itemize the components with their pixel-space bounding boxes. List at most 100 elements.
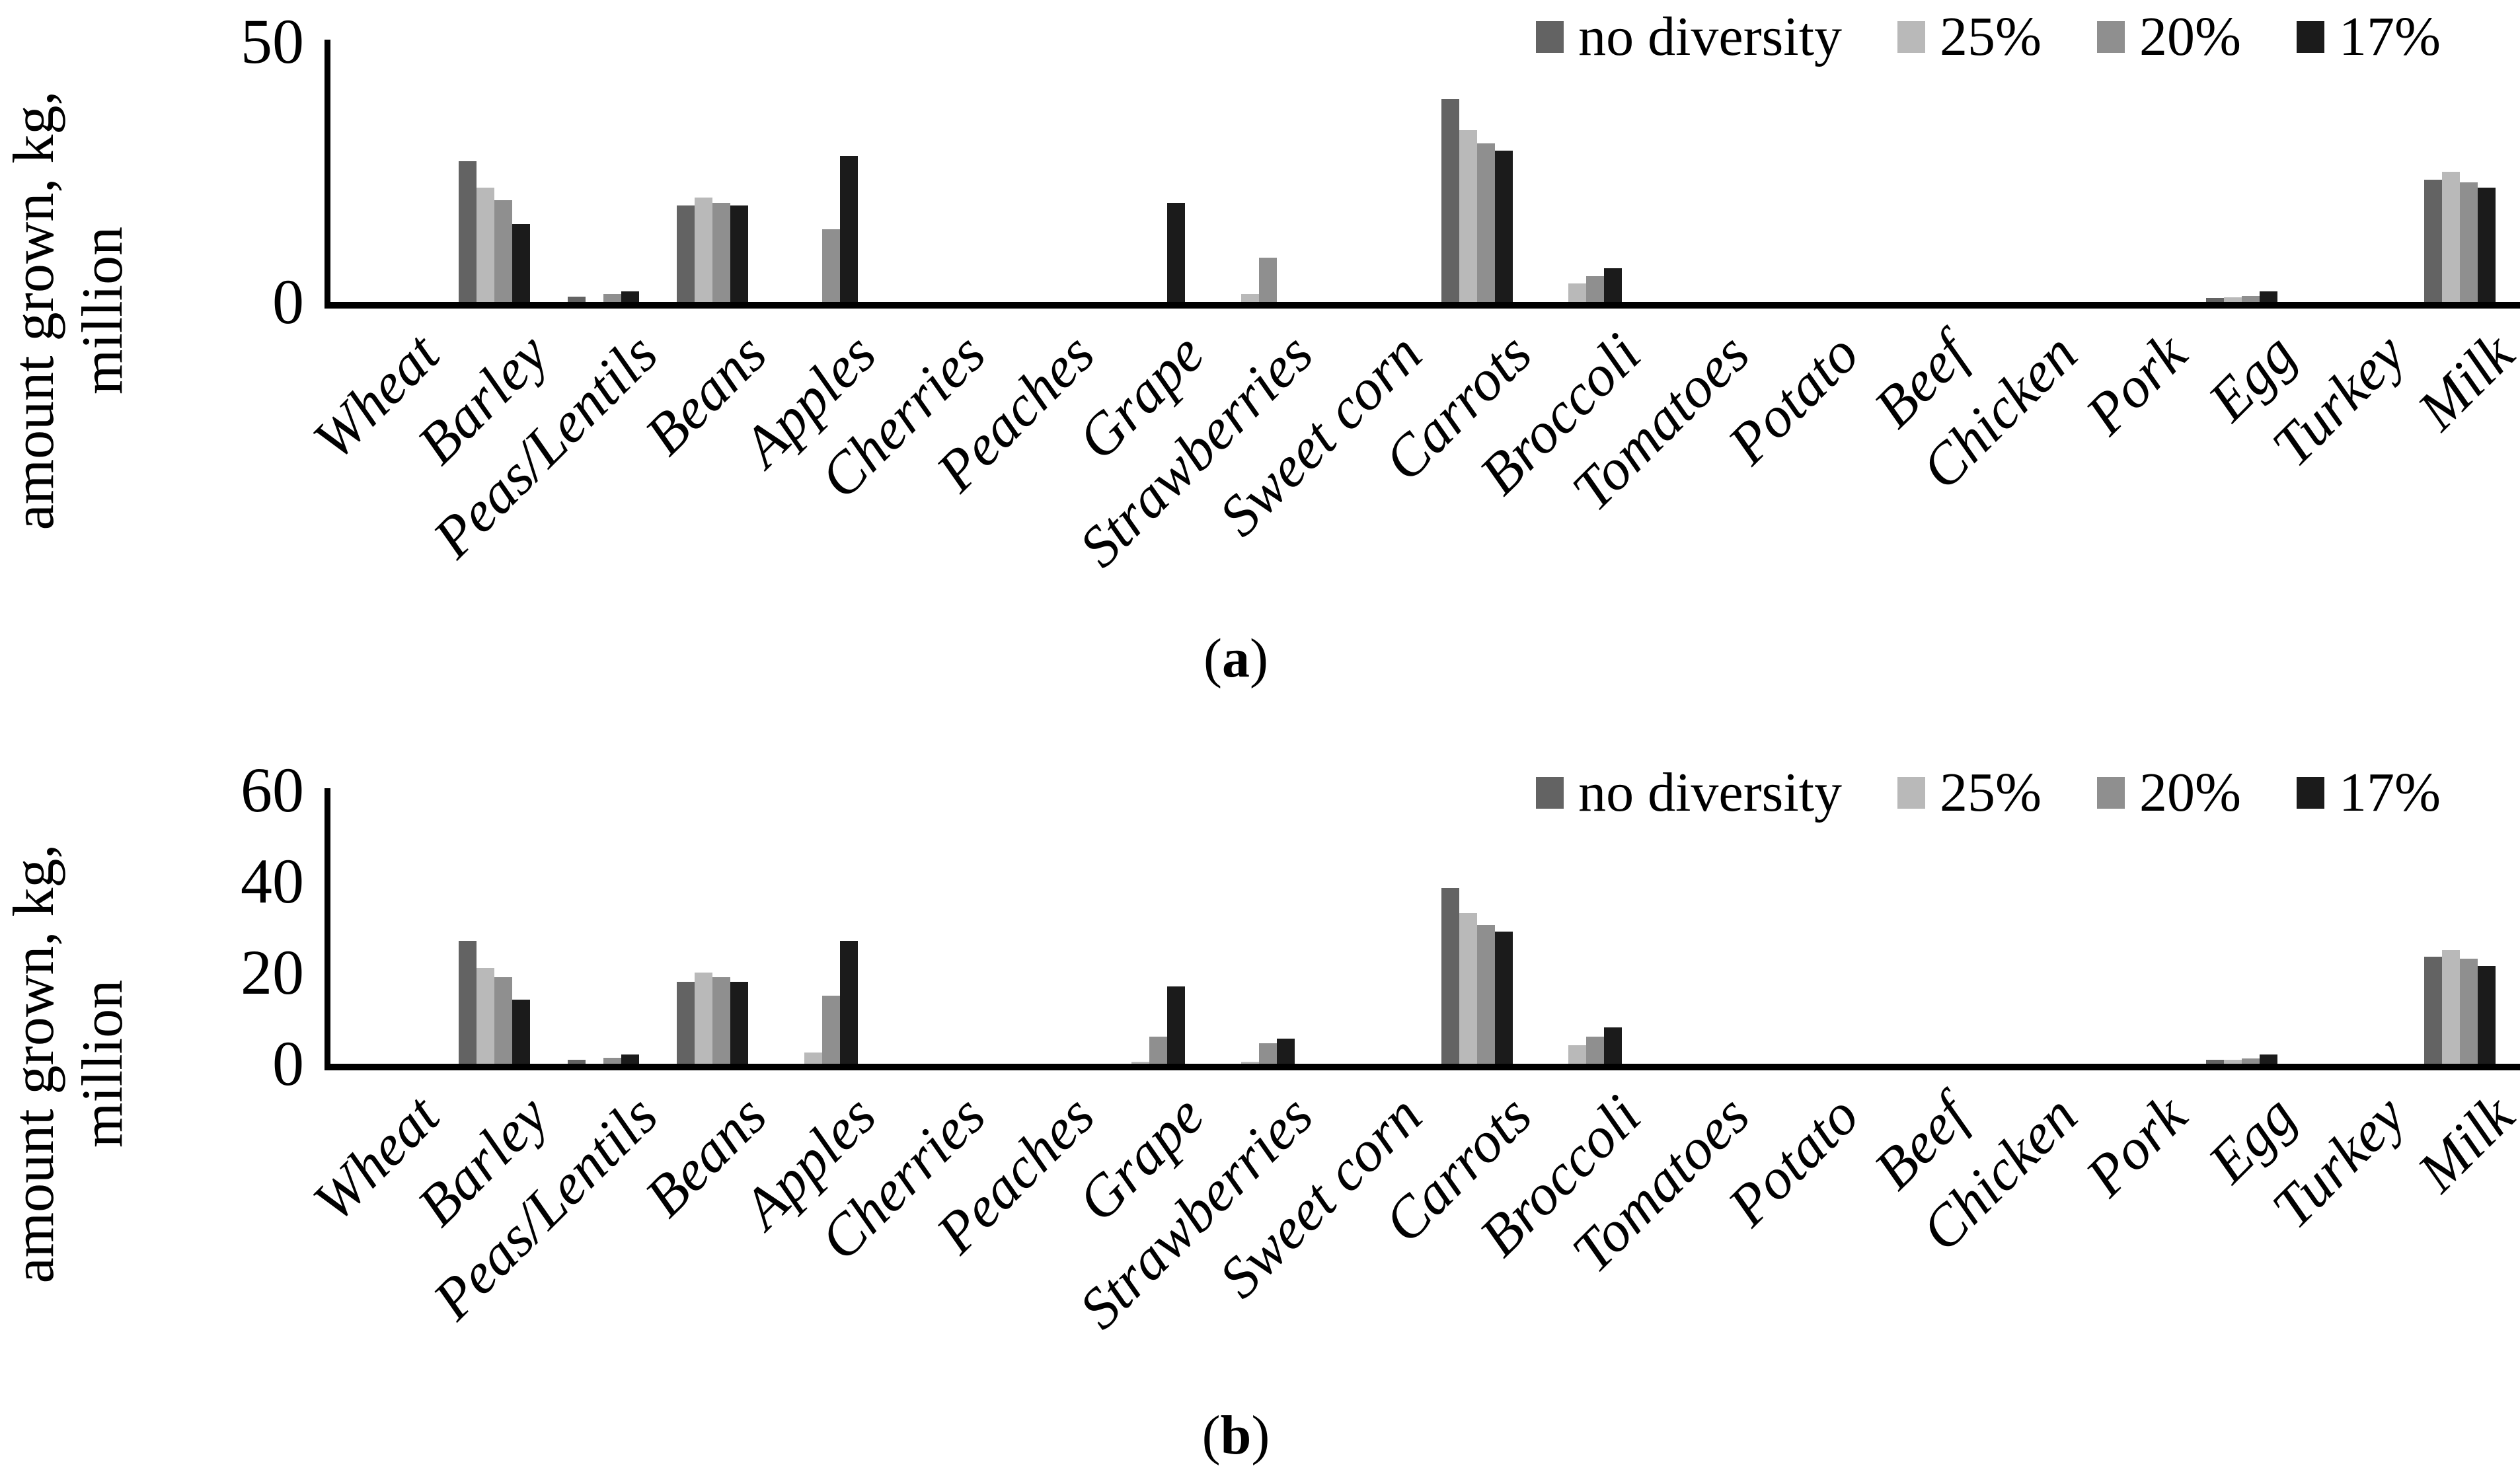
bar	[2223, 1059, 2242, 1064]
legend-label: no diversity	[1578, 762, 1843, 823]
x-tick-label-chart-a: Milk	[2406, 321, 2520, 443]
y-tick-label-chart-a: 50	[241, 6, 304, 77]
legend-item: no diversity	[1536, 9, 1842, 65]
bar	[1586, 276, 1605, 302]
bar	[603, 294, 622, 302]
bar	[512, 1000, 530, 1064]
bar	[2259, 1054, 2277, 1064]
x-axis-line-chart-b	[325, 1064, 2520, 1070]
bar	[695, 198, 713, 302]
legend-label: 20%	[2139, 762, 2242, 823]
y-axis-line-chart-a	[325, 40, 330, 308]
bar	[2205, 297, 2224, 302]
bar	[1459, 129, 1478, 302]
bar	[1459, 913, 1478, 1064]
legend-swatch-icon	[2297, 777, 2325, 809]
bar	[568, 297, 586, 302]
caption-a-letter: a	[1222, 628, 1250, 689]
bar	[1131, 1061, 1150, 1064]
bar	[677, 981, 695, 1064]
y-axis-line-chart-b	[325, 788, 330, 1070]
bar	[821, 229, 840, 302]
bar	[1441, 888, 1460, 1064]
legend-chart-a: no diversity 25% 20% 17%	[1536, 9, 2441, 65]
x-axis-line-chart-a	[325, 302, 2520, 309]
x-tick-label-chart-b: Pork	[2073, 1083, 2199, 1209]
bar	[1258, 258, 1277, 302]
bar	[494, 200, 512, 302]
bar	[1167, 986, 1186, 1064]
y-axis-title-chart-b: amount grown, kg, million	[0, 601, 145, 1478]
bar	[2424, 956, 2443, 1064]
bar	[2478, 187, 2496, 302]
y-tick-label-chart-a: 0	[272, 266, 304, 337]
bar	[2424, 179, 2443, 302]
y-tick-label-chart-b: 0	[272, 1028, 304, 1099]
bar	[458, 940, 477, 1064]
bar	[712, 977, 731, 1064]
legend-item: no diversity	[1536, 765, 1842, 821]
bar	[1149, 1036, 1168, 1064]
legend-swatch-icon	[1897, 21, 1926, 53]
legend-item: 20%	[2097, 765, 2241, 821]
bar	[568, 1060, 586, 1064]
bar	[494, 977, 512, 1064]
legend-label: 17%	[2339, 6, 2441, 67]
legend-item: 25%	[1897, 765, 2042, 821]
bar	[1167, 203, 1186, 302]
bar	[476, 968, 494, 1064]
bar	[1586, 1036, 1605, 1064]
bar	[821, 995, 840, 1064]
x-tick-label-chart-b: Milk	[2406, 1083, 2520, 1204]
bar	[1604, 268, 1623, 302]
y-axis-title-line1: amount grown, kg,	[2, 844, 66, 1284]
bar	[1604, 1027, 1623, 1064]
bar	[804, 1052, 822, 1064]
bar	[1568, 1045, 1587, 1064]
legend-item: 25%	[1897, 9, 2042, 65]
bar	[2259, 291, 2277, 302]
legend-swatch-icon	[2097, 777, 2125, 809]
bar	[1276, 1039, 1295, 1064]
legend-swatch-icon	[1897, 777, 1926, 809]
bar	[2460, 959, 2478, 1064]
bar	[1258, 1043, 1277, 1064]
bar	[1241, 1061, 1259, 1064]
caption-b-letter: b	[1220, 1405, 1252, 1466]
legend-item: 20%	[2097, 9, 2241, 65]
legend-chart-b: no diversity 25% 20% 17%	[1536, 765, 2441, 821]
bar	[1477, 924, 1496, 1064]
bar	[2241, 1058, 2260, 1064]
bar	[695, 973, 713, 1064]
bar	[1477, 143, 1496, 302]
bar	[2442, 949, 2461, 1064]
bar	[1495, 931, 1513, 1064]
legend-swatch-icon	[1536, 21, 1564, 53]
y-axis-title-line2: million	[71, 979, 135, 1148]
legend-swatch-icon	[2097, 21, 2125, 53]
x-tick-label-chart-a: Pork	[2073, 321, 2199, 447]
legend-swatch-icon	[2297, 21, 2325, 53]
bar	[2478, 965, 2496, 1064]
bar	[458, 161, 477, 302]
legend-label: 25%	[1940, 762, 2042, 823]
bar	[1568, 283, 1587, 302]
bar	[1241, 294, 1259, 302]
caption-a: (a)	[1203, 628, 1268, 689]
bar	[2460, 182, 2478, 302]
bar	[2442, 172, 2461, 302]
legend-label: no diversity	[1578, 6, 1843, 67]
bar	[839, 940, 858, 1064]
legend-label: 20%	[2139, 6, 2242, 67]
bar	[730, 981, 749, 1064]
bar	[512, 223, 530, 302]
bar	[621, 1054, 640, 1064]
caption-b: (b)	[1202, 1405, 1270, 1466]
y-tick-label-chart-b: 20	[241, 937, 304, 1008]
bar	[2223, 297, 2242, 302]
bar	[603, 1058, 622, 1064]
bar	[712, 203, 731, 302]
bar	[1441, 98, 1460, 302]
legend-item: 17%	[2297, 9, 2441, 65]
